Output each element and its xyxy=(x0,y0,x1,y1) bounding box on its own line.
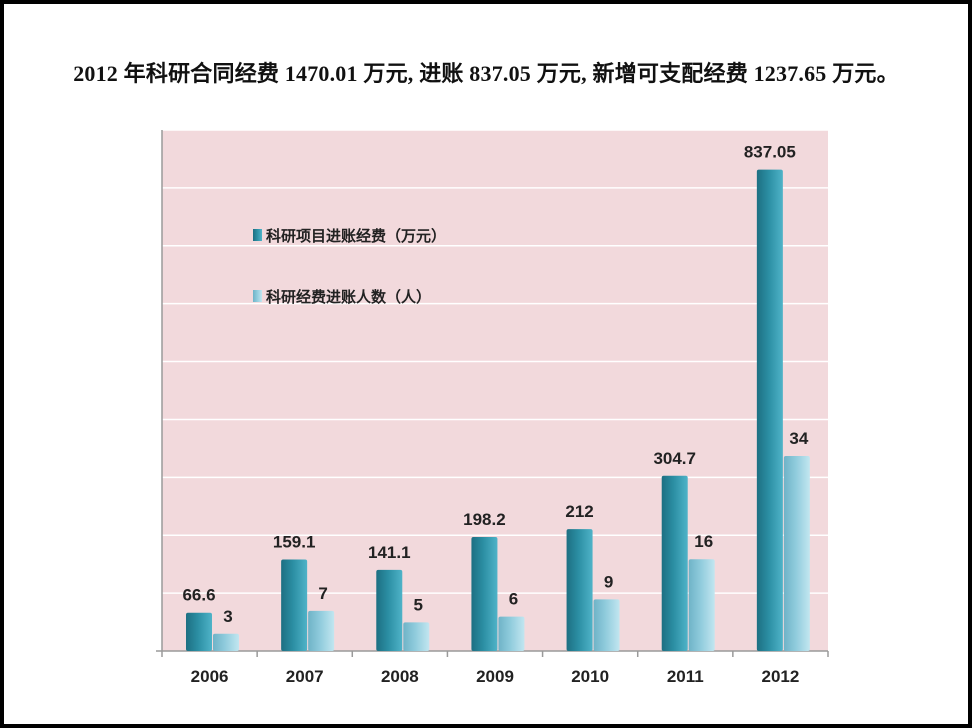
bar-funding-2006 xyxy=(186,612,212,651)
data-label-funding-2006: 66.6 xyxy=(182,586,215,605)
bar-funding-2008 xyxy=(376,569,403,651)
bar-people-2007 xyxy=(308,610,335,651)
data-label-people-2010: 9 xyxy=(604,572,613,591)
legend-label-1: 科研项目进账经费（万元） xyxy=(266,227,446,245)
x-tick-label-2008: 2008 xyxy=(381,667,419,686)
bar-funding-2012 xyxy=(756,169,783,651)
bar-people-2011 xyxy=(688,559,715,651)
slide: 2012 年科研合同经费 1470.01 万元, 进账 837.05 万元, 新… xyxy=(4,4,968,724)
x-tick-label-2010: 2010 xyxy=(571,667,609,686)
legend-swatch-2 xyxy=(253,290,262,302)
bar-chart: 66.6 3 159.1 7 141.1 5 198.2 6 212 9 304.7 16 837.05… xyxy=(156,129,829,686)
data-label-funding-2008: 141.1 xyxy=(368,543,411,562)
legend-label-2: 科研经费进账人数（人） xyxy=(266,288,431,306)
data-label-people-2009: 6 xyxy=(509,590,518,609)
bar-people-2006 xyxy=(213,633,239,651)
data-label-people-2006: 3 xyxy=(223,607,232,626)
x-tick-label-2007: 2007 xyxy=(286,667,324,686)
data-label-funding-2010: 212 xyxy=(565,502,593,521)
data-label-people-2007: 7 xyxy=(318,584,327,603)
bar-funding-2007 xyxy=(281,559,308,651)
data-label-funding-2007: 159.1 xyxy=(273,532,316,551)
x-tick-label-2011: 2011 xyxy=(667,667,704,686)
bar-people-2008 xyxy=(403,622,430,651)
legend-swatch-1 xyxy=(253,229,262,241)
x-tick-label-2006: 2006 xyxy=(191,667,229,686)
bar-funding-2009 xyxy=(471,537,498,651)
data-label-funding-2011: 304.7 xyxy=(653,449,696,468)
bar-funding-2010 xyxy=(566,529,593,651)
x-tick-label-2012: 2012 xyxy=(762,667,800,686)
data-label-people-2012: 34 xyxy=(789,429,808,448)
data-label-funding-2009: 198.2 xyxy=(463,510,506,529)
headline: 2012 年科研合同经费 1470.01 万元, 进账 837.05 万元, 新… xyxy=(73,61,899,86)
bar-people-2012 xyxy=(783,456,810,651)
bar-people-2010 xyxy=(593,599,620,651)
bar-people-2009 xyxy=(498,616,525,651)
data-label-funding-2012: 837.05 xyxy=(744,143,796,162)
bar-funding-2011 xyxy=(661,475,688,651)
data-label-people-2008: 5 xyxy=(414,595,423,614)
x-tick-label-2009: 2009 xyxy=(476,667,514,686)
data-label-people-2011: 16 xyxy=(694,532,713,551)
